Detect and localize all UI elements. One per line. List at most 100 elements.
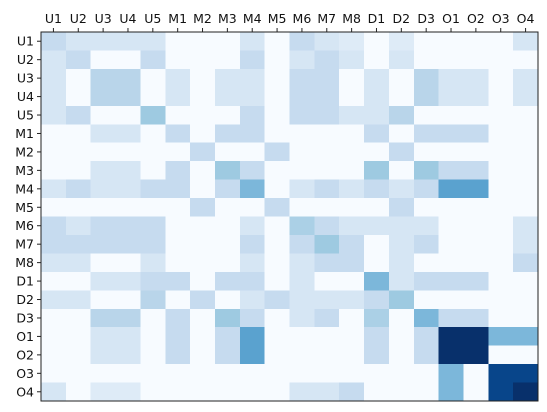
- heatmap-cell-D2-M4: [239, 290, 266, 310]
- heatmap-cell-D2-M1: [165, 290, 191, 310]
- heatmap-cell-M7-M6: [289, 234, 315, 254]
- heatmap-cell-D3-O2: [463, 308, 489, 328]
- heatmap-cell-O3-U4: [115, 364, 141, 384]
- heatmap-cell-U1-U2: [65, 32, 92, 51]
- heatmap-cell-M4-O2: [463, 179, 489, 199]
- x-tick-label: D1: [368, 11, 386, 26]
- heatmap-cell-U1-M7: [314, 32, 340, 51]
- heatmap-cell-U2-M5: [264, 50, 290, 70]
- heatmap-cell-U5-M8: [339, 105, 365, 125]
- heatmap-cell-U2-D2: [388, 50, 415, 70]
- heatmap-cell-M2-M5: [264, 142, 290, 162]
- heatmap-cell-U3-U4: [115, 68, 141, 88]
- heatmap-cell-M7-M7: [314, 234, 340, 254]
- x-tick-label: M1: [168, 11, 187, 26]
- heatmap-cell-M2-M7: [314, 142, 340, 162]
- heatmap-cell-O1-M4: [239, 327, 266, 347]
- heatmap-cell-D2-U1: [41, 290, 67, 310]
- heatmap-cell-M1-M3: [214, 124, 241, 144]
- heatmap-cell-M8-M7: [314, 253, 340, 273]
- heatmap-cell-O4-U4: [115, 382, 141, 402]
- heatmap-cell-D2-O1: [438, 290, 464, 310]
- heatmap-cell-O1-D1: [364, 327, 390, 347]
- heatmap-cell-M4-M4: [239, 179, 266, 199]
- heatmap-cell-M8-M2: [190, 253, 216, 273]
- heatmap-cell-M4-U3: [90, 179, 117, 199]
- y-tick-label: O3: [16, 366, 34, 381]
- heatmap-cell-U2-M8: [339, 50, 365, 70]
- y-tick-label: O1: [16, 329, 34, 344]
- heatmap-cell-M7-M4: [239, 234, 266, 254]
- heatmap-cell-D2-O3: [488, 290, 514, 310]
- heatmap-cell-U5-U3: [90, 105, 117, 125]
- y-tick-label: U4: [17, 89, 34, 104]
- heatmap-cell-U3-U2: [65, 68, 92, 88]
- x-tick-label: M4: [243, 11, 262, 26]
- heatmap-cell-O4-M7: [314, 382, 340, 402]
- heatmap-cell-M3-M5: [264, 161, 290, 181]
- heatmap-cell-M1-D3: [413, 124, 440, 144]
- heatmap-cell-U1-M8: [339, 32, 365, 51]
- y-tick-label: U3: [17, 71, 34, 86]
- heatmap-cell-M4-U2: [65, 179, 92, 199]
- heatmap-cell-U1-D1: [364, 32, 390, 51]
- heatmap-cell-U1-M4: [239, 32, 266, 51]
- heatmap-cell-O1-U4: [115, 327, 141, 347]
- x-tick-label: O3: [492, 11, 510, 26]
- heatmap-cell-U1-O1: [438, 32, 464, 51]
- heatmap-cell-O2-M8: [339, 345, 365, 365]
- heatmap-cell-M3-U2: [65, 161, 92, 181]
- heatmap-cell-M8-D3: [413, 253, 440, 273]
- y-tick-label: D1: [16, 274, 34, 289]
- heatmap-cell-M8-D2: [388, 253, 415, 273]
- heatmap-cell-U1-O4: [513, 32, 539, 51]
- heatmap-cell-O3-M6: [289, 364, 315, 384]
- heatmap-cell-O4-M8: [339, 382, 365, 402]
- y-tick-label: M7: [15, 237, 34, 252]
- heatmap-cell-U4-O4: [513, 87, 539, 107]
- heatmap-cell-D3-M7: [314, 308, 340, 328]
- x-tick-label: U1: [45, 11, 62, 26]
- heatmap-cell-D1-M8: [339, 271, 365, 291]
- heatmap-cell-M5-D2: [388, 198, 415, 217]
- heatmap-cell-M7-D2: [388, 234, 415, 254]
- heatmap-cell-M6-O2: [463, 216, 489, 236]
- x-tick-label: U5: [144, 11, 161, 26]
- heatmap-cell-O2-U2: [65, 345, 92, 365]
- heatmap-cell-M2-D3: [413, 142, 440, 162]
- heatmap-cell-U3-U3: [90, 68, 117, 88]
- heatmap-cell-M1-U1: [41, 124, 67, 144]
- heatmap-cell-O3-M4: [239, 364, 266, 384]
- heatmap-cell-U4-M3: [214, 87, 241, 107]
- heatmap-cell-D3-O1: [438, 308, 464, 328]
- heatmap-cell-O3-U3: [90, 364, 117, 384]
- heatmap-cell-U3-M4: [239, 68, 266, 88]
- heatmap-cell-M1-M2: [190, 124, 216, 144]
- heatmap-cell-U5-M6: [289, 105, 315, 125]
- heatmap-cell-M1-O3: [488, 124, 514, 144]
- heatmap-cell-M7-M3: [214, 234, 241, 254]
- heatmap-cell-U1-O3: [488, 32, 514, 51]
- heatmap-cell-U4-M8: [339, 87, 365, 107]
- heatmap-cell-O3-U1: [41, 364, 67, 384]
- heatmap-cell-M6-M6: [289, 216, 315, 236]
- y-tick-label: D3: [16, 310, 34, 325]
- heatmap-cell-M7-U5: [140, 234, 166, 254]
- heatmap-cell-O4-O3: [488, 382, 514, 402]
- heatmap-cell-U2-U2: [65, 50, 92, 70]
- heatmap-cell-M4-M6: [289, 179, 315, 199]
- heatmap-cell-U5-D2: [388, 105, 415, 125]
- heatmap-cell-D3-D2: [388, 308, 415, 328]
- heatmap-cell-M3-U1: [41, 161, 67, 181]
- heatmap-cell-D3-M6: [289, 308, 315, 328]
- heatmap-cell-D3-U4: [115, 308, 141, 328]
- heatmap-cell-O2-M6: [289, 345, 315, 365]
- heatmap-cell-O1-M8: [339, 327, 365, 347]
- heatmap-cell-U1-U4: [115, 32, 141, 51]
- heatmap-cell-M1-O1: [438, 124, 464, 144]
- heatmap-cell-M5-O3: [488, 198, 514, 217]
- heatmap-cell-U2-M3: [214, 50, 241, 70]
- x-tick-label: U2: [70, 11, 87, 26]
- heatmap-cell-O4-O1: [438, 382, 464, 402]
